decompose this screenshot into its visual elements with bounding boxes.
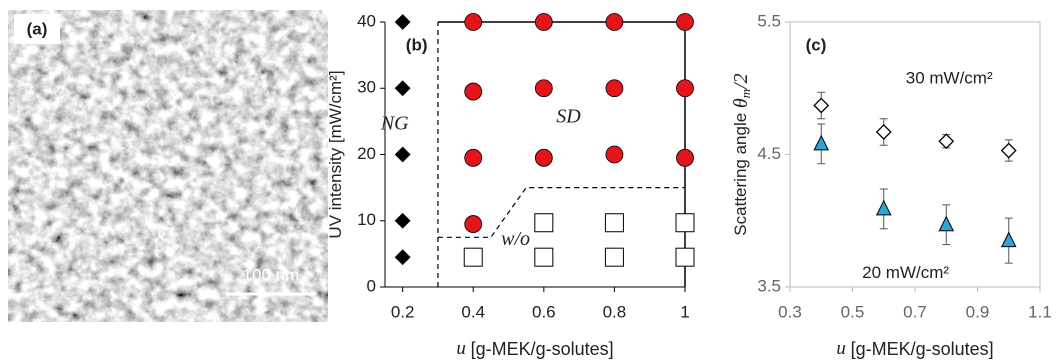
series-label: w/o: [501, 228, 530, 250]
y-tick-label: 3.5: [757, 276, 781, 295]
y-axis-title: UV intensity [mW/cm²]: [326, 70, 345, 238]
series-label: SD: [556, 106, 581, 128]
point: [465, 83, 482, 100]
y-axis-symbol: θ: [730, 98, 752, 108]
point: [877, 201, 891, 215]
point: [396, 250, 410, 264]
point: [605, 248, 623, 266]
figure: (a) 100 nm 0 10 20 30 40 0.2 0.4 0.6 0.8 1 u [g-MEK/…: [0, 0, 1057, 364]
y-tick-label: 40: [357, 11, 376, 30]
point: [677, 80, 694, 97]
point: [877, 125, 891, 139]
point: [535, 214, 553, 232]
panel-label: (c): [806, 35, 827, 54]
point: [535, 248, 553, 266]
y-tick-label: 10: [357, 210, 376, 229]
x-tick-label: 0.9: [966, 302, 990, 321]
y-axis-subscript: m: [738, 89, 753, 98]
x-axis-unit: [g-MEK/g-solutes]: [471, 339, 614, 359]
panel-label: (a): [27, 19, 48, 38]
series-label: 20 mW/cm²: [862, 263, 949, 282]
x-axis-label: u [g-MEK/g-solutes]: [836, 338, 993, 359]
scale-bar-label: 100 nm: [243, 265, 300, 284]
point: [396, 214, 410, 228]
point: [814, 98, 828, 112]
x-tick-label: 0.4: [461, 302, 485, 321]
point: [465, 216, 482, 233]
x-tick-label: 0.3: [778, 302, 802, 321]
point: [1002, 144, 1016, 158]
point: [535, 149, 552, 166]
y-tick-label: 5.5: [757, 11, 781, 30]
point: [535, 80, 552, 97]
point: [465, 14, 482, 31]
point: [396, 15, 410, 29]
point: [939, 217, 953, 231]
y-tick-label: 0: [367, 276, 376, 295]
series-label: NG: [380, 112, 409, 134]
x-axis-label: u [g-MEK/g-solutes]: [456, 338, 613, 359]
point: [396, 81, 410, 95]
y-tick-label: 4.5: [757, 144, 781, 163]
point: [814, 136, 828, 150]
point: [535, 14, 552, 31]
x-tick-label: 0.7: [903, 302, 927, 321]
point: [677, 14, 694, 31]
point: [605, 214, 623, 232]
point: [1002, 233, 1016, 247]
point: [396, 148, 410, 162]
panel-label: (b): [406, 35, 428, 54]
point: [606, 146, 623, 163]
point: [464, 248, 482, 266]
point: [676, 248, 694, 266]
x-tick-label: 1.1: [1028, 302, 1052, 321]
point: [606, 14, 623, 31]
x-tick-label: 1: [680, 302, 689, 321]
point: [939, 134, 953, 148]
y-axis-label: Scattering angle θm/2: [730, 73, 753, 235]
y-tick-label: 20: [357, 144, 376, 163]
plot-frame: [790, 22, 1040, 287]
y-axis-suffix: /2: [730, 73, 752, 90]
point: [676, 214, 694, 232]
point: [606, 80, 623, 97]
x-tick-label: 0.5: [841, 302, 865, 321]
y-axis-title: Scattering angle: [731, 113, 750, 236]
x-axis-variable: u: [836, 338, 846, 359]
y-axis-label: UV intensity [mW/cm²]: [326, 70, 345, 238]
series-label: 30 mW/cm²: [906, 68, 993, 87]
x-tick-label: 0.6: [532, 302, 556, 321]
point: [677, 149, 694, 166]
x-axis-unit: [g-MEK/g-solutes]: [851, 339, 994, 359]
y-tick-label: 30: [357, 78, 376, 97]
x-tick-label: 0.2: [391, 302, 415, 321]
point: [465, 149, 482, 166]
x-tick-label: 0.8: [603, 302, 627, 321]
x-axis-variable: u: [456, 338, 466, 359]
